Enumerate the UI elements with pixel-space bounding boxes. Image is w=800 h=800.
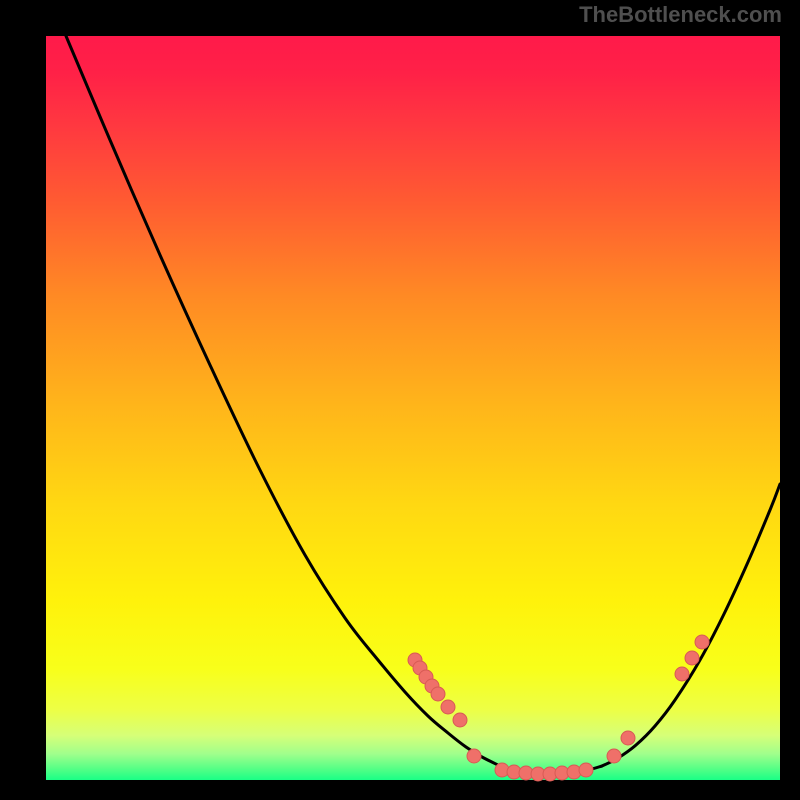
chart-plot-area	[46, 36, 780, 780]
watermark-source-label: TheBottleneck.com	[579, 2, 782, 28]
